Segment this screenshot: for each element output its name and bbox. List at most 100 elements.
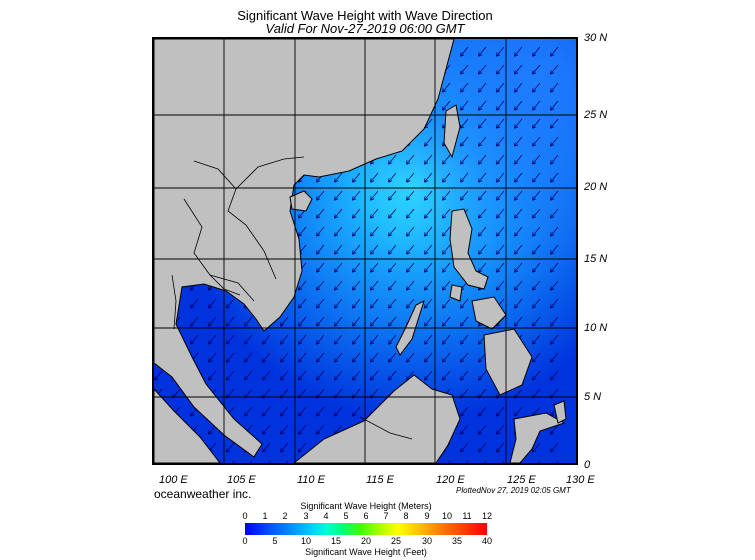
wave-arrow	[226, 298, 235, 309]
wave-arrow	[388, 172, 397, 183]
wave-arrow	[550, 100, 559, 111]
wave-arrow	[460, 298, 469, 309]
wave-arrow	[478, 100, 487, 111]
wave-arrow	[244, 370, 253, 381]
wave-arrow	[478, 226, 487, 237]
wave-arrow	[514, 262, 523, 273]
wave-arrow	[465, 460, 469, 463]
wave-arrow	[244, 334, 253, 345]
wave-arrow	[550, 46, 559, 57]
wave-arrow	[478, 64, 487, 75]
lon-label: 105 E	[227, 474, 256, 486]
mindoro-island	[449, 284, 463, 302]
wave-arrow	[496, 262, 505, 273]
wave-arrow	[352, 244, 361, 255]
wave-arrow	[316, 424, 325, 435]
wave-arrow	[226, 442, 235, 453]
border-line	[193, 160, 277, 280]
lat-label: 5 N	[584, 391, 602, 403]
wave-arrow	[460, 316, 469, 327]
wave-arrow	[550, 208, 559, 219]
wave-arrow	[555, 460, 559, 463]
wave-arrow	[460, 424, 469, 435]
wave-arrow	[190, 298, 199, 309]
wave-arrow	[424, 154, 433, 165]
hainan-island	[289, 190, 313, 212]
wave-arrow	[460, 352, 469, 363]
luzon-island	[449, 208, 489, 290]
wave-arrow	[550, 298, 559, 309]
wave-arrow	[249, 460, 253, 463]
wave-arrow	[316, 352, 325, 363]
wave-arrow	[388, 226, 397, 237]
wave-arrow	[352, 280, 361, 291]
wave-arrow	[550, 424, 559, 435]
wave-arrow	[424, 316, 433, 327]
wave-arrow	[316, 244, 325, 255]
wave-arrow	[352, 406, 361, 417]
wave-arrow	[550, 334, 559, 345]
lat-label: 15 N	[584, 253, 608, 265]
wave-arrow	[226, 334, 235, 345]
wave-arrow	[316, 262, 325, 273]
wave-arrow	[334, 370, 343, 381]
wave-arrow	[280, 406, 289, 417]
wave-arrow	[496, 208, 505, 219]
wave-arrow	[460, 136, 469, 147]
wave-arrow	[478, 172, 487, 183]
wave-arrow	[406, 172, 415, 183]
meter-tick: 7	[383, 511, 389, 521]
border-line	[183, 198, 255, 302]
wave-arrow	[447, 460, 451, 463]
wave-arrow	[280, 352, 289, 363]
wave-arrow	[460, 154, 469, 165]
feet-tick: 30	[421, 536, 432, 546]
wave-arrow	[406, 298, 415, 309]
wave-arrow	[460, 172, 469, 183]
wave-arrow	[514, 82, 523, 93]
wave-arrow	[334, 226, 343, 237]
wave-arrow	[262, 370, 271, 381]
wave-arrow	[388, 154, 397, 165]
wave-arrow	[496, 172, 505, 183]
wave-arrow	[550, 82, 559, 93]
wave-arrow	[370, 316, 379, 327]
wave-arrow	[334, 352, 343, 363]
wave-arrow	[442, 208, 451, 219]
wave-arrow	[316, 226, 325, 237]
wave-arrow	[424, 226, 433, 237]
wave-arrow	[406, 226, 415, 237]
wave-arrow	[496, 442, 505, 453]
wave-arrow	[388, 370, 397, 381]
wave-arrow	[388, 190, 397, 201]
wave-arrow	[532, 172, 541, 183]
map-canvas	[154, 39, 576, 463]
wave-arrow	[442, 154, 451, 165]
wave-arrow	[442, 370, 451, 381]
wave-arrow	[442, 226, 451, 237]
wave-arrow	[514, 208, 523, 219]
meter-tick: 2	[282, 511, 288, 521]
wave-arrow	[280, 334, 289, 345]
wave-arrow	[514, 406, 523, 417]
wave-arrow	[352, 262, 361, 273]
wave-arrow	[388, 334, 397, 345]
wave-arrow	[334, 208, 343, 219]
wave-arrow	[370, 370, 379, 381]
wave-arrow	[424, 334, 433, 345]
wave-arrow	[532, 226, 541, 237]
lat-label: 25 N	[584, 109, 608, 121]
wave-arrow	[514, 298, 523, 309]
meter-tick: 1	[262, 511, 268, 521]
wave-arrow	[532, 118, 541, 129]
wave-arrow	[478, 154, 487, 165]
wave-arrow	[285, 460, 289, 463]
wave-arrow	[460, 442, 469, 453]
wave-arrow	[370, 334, 379, 345]
wave-arrow	[442, 100, 451, 111]
wave-arrow	[244, 352, 253, 363]
wave-arrow	[352, 352, 361, 363]
wave-arrow	[208, 334, 217, 345]
wave-arrow	[352, 172, 361, 183]
wave-arrow	[208, 370, 217, 381]
